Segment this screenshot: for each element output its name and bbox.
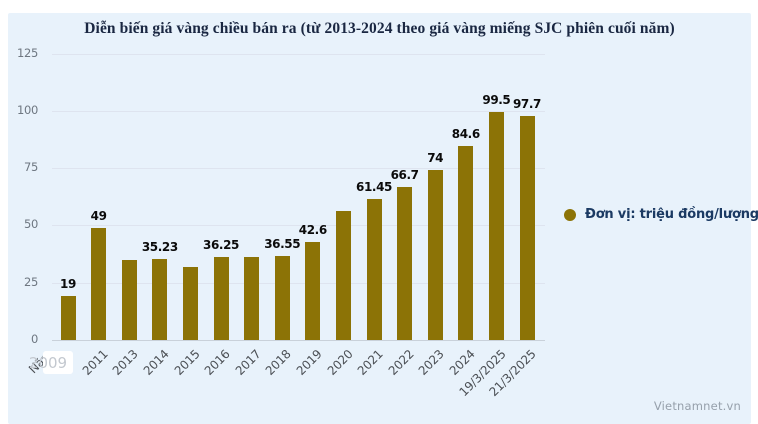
x-tick-label: 2022 <box>385 347 417 378</box>
bar-2020 <box>335 211 351 340</box>
x-tick-highlight-box <box>43 351 73 374</box>
x-tick-label: 2017 <box>232 347 264 378</box>
bar-2022 <box>397 187 413 340</box>
x-tick-label: 2015 <box>171 347 203 378</box>
plot-area: 0 25 50 75 100 125 Năm 19 2009 49 2011 2013 35.23 201… <box>8 13 751 424</box>
bar-21/3/2025 <box>519 116 535 340</box>
bar-2009 <box>60 296 76 340</box>
x-tick-label: 2018 <box>263 347 295 378</box>
bar-value-label: 84.6 <box>451 127 480 142</box>
bar-2023 <box>427 170 443 340</box>
x-tick-label: 2019 <box>293 347 325 378</box>
bar-value-label: 19 <box>60 277 76 292</box>
bar-2016 <box>213 256 229 340</box>
y-tick-label: 75 <box>23 160 38 175</box>
x-tick-label: 2020 <box>324 347 356 378</box>
bar-value-label: 66.7 <box>390 168 419 183</box>
legend: Đơn vị: triệu đồng/lượng <box>564 207 758 222</box>
x-tick-label-highlighted: 2009 <box>28 354 68 372</box>
bar-19/3/2025 <box>488 111 504 340</box>
y-tick-label: 50 <box>23 217 38 232</box>
bar-2011 <box>91 227 107 340</box>
bar-value-label: 42.6 <box>298 223 327 238</box>
x-tick-label: 2013 <box>110 347 142 378</box>
bar-value-label: 61.45 <box>356 180 392 195</box>
gridline-0 <box>52 340 545 341</box>
gridline-25 <box>52 282 545 284</box>
x-tick-label: 2011 <box>79 347 111 378</box>
bar-2015 <box>182 266 198 340</box>
chart-panel: Diễn biến giá vàng chiều bán ra (từ 2013… <box>8 13 758 424</box>
bar-2014 <box>152 259 168 340</box>
x-tick-label: 2023 <box>416 347 448 378</box>
chart-title: Diễn biến giá vàng chiều bán ra (từ 2013… <box>84 20 675 37</box>
bar-value-label: 97.7 <box>512 97 541 112</box>
bar-value-label: 74 <box>427 151 444 166</box>
bar-value-label: 35.23 <box>141 240 178 255</box>
bar-value-label: 49 <box>90 208 107 223</box>
y-tick-label: 25 <box>23 274 38 289</box>
bar-value-label: 99.5 <box>482 92 511 107</box>
bar-2013 <box>121 260 137 340</box>
gridline-75 <box>52 168 545 170</box>
bar-2021 <box>366 199 382 340</box>
legend-marker-icon <box>564 208 576 221</box>
y-tick-label: 100 <box>16 102 38 117</box>
x-tick-label: 2014 <box>140 347 172 378</box>
gridline-100 <box>52 110 545 112</box>
bar-value-label: 36.25 <box>203 237 239 252</box>
x-tick-label: 2016 <box>201 347 233 378</box>
bar-2019 <box>305 242 321 340</box>
y-tick-label: 0 <box>30 332 38 346</box>
bar-2017 <box>244 256 260 340</box>
x-tick-label: 2021 <box>354 347 386 378</box>
y-tick-label: 125 <box>16 45 38 60</box>
bar-2018 <box>274 256 290 340</box>
bar-value-label: 36.55 <box>264 237 301 252</box>
legend-label: Đơn vị: triệu đồng/lượng <box>585 207 758 222</box>
gridline-125 <box>52 53 545 55</box>
watermark: Vietnamnet.vn <box>653 399 741 413</box>
bar-2024 <box>458 146 474 340</box>
gridline-50 <box>52 225 545 227</box>
